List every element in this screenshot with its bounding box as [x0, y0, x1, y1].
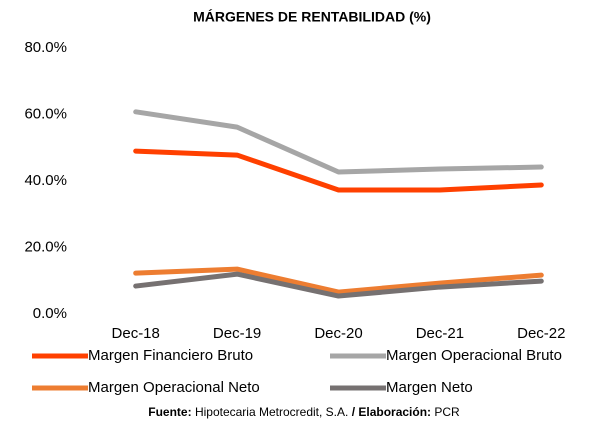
credit-label: / Elaboración: [352, 405, 431, 419]
legend-label: Margen Operacional Neto [88, 379, 260, 396]
x-tick-label: Dec-21 [416, 325, 464, 342]
y-tick-label: 80.0% [24, 39, 67, 56]
legend-label: Margen Operacional Bruto [386, 347, 562, 364]
source-note: Fuente: Hipotecaria Metrocredit, S.A. / … [148, 405, 460, 419]
source-label: Fuente: [148, 405, 191, 419]
chart-title: MÁRGENES DE RENTABILIDAD (%) [193, 9, 431, 25]
series-line [133, 109, 544, 175]
source-text: Hipotecaria Metrocredit, S.A. [195, 405, 348, 419]
credit-text: PCR [434, 405, 460, 419]
legend-label: Margen Financiero Bruto [88, 347, 253, 364]
x-tick-label: Dec-22 [517, 325, 565, 342]
series-line [133, 148, 544, 193]
y-tick-label: 60.0% [24, 105, 67, 122]
y-tick-label: 0.0% [33, 305, 67, 322]
y-tick-label: 40.0% [24, 172, 67, 189]
x-tick-label: Dec-20 [314, 325, 362, 342]
x-tick-label: Dec-19 [213, 325, 261, 342]
x-tick-label: Dec-18 [112, 325, 160, 342]
legend-label: Margen Neto [386, 379, 473, 396]
series-line [133, 266, 544, 295]
y-tick-label: 20.0% [24, 238, 67, 255]
series-line [133, 271, 544, 299]
